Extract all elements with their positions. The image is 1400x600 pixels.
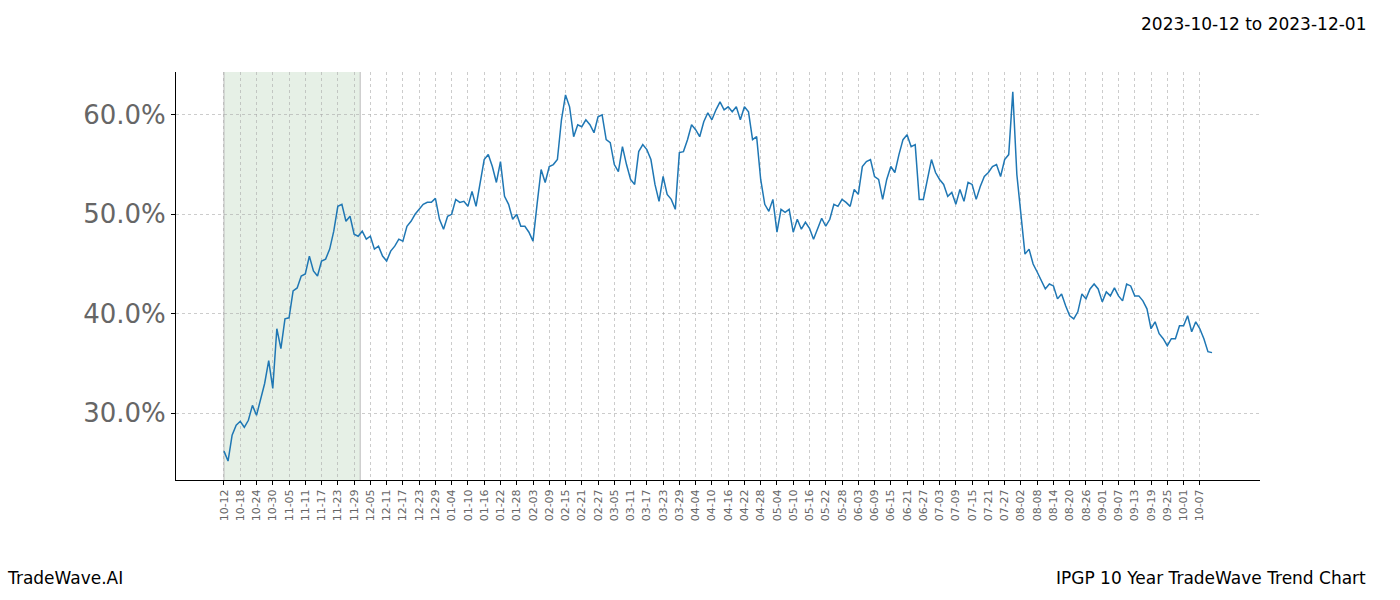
svg-text:07-03: 07-03 [933, 489, 946, 521]
svg-text:04-04: 04-04 [689, 489, 702, 521]
svg-text:12-17: 12-17 [396, 489, 409, 521]
svg-text:30.0%: 30.0% [83, 398, 166, 428]
svg-text:06-27: 06-27 [917, 489, 930, 521]
svg-text:TradeWave.AI: TradeWave.AI [7, 568, 123, 588]
svg-text:06-15: 06-15 [884, 489, 897, 521]
svg-text:02-21: 02-21 [575, 489, 588, 521]
svg-text:05-16: 05-16 [803, 489, 816, 521]
svg-text:09-01: 09-01 [1096, 489, 1109, 521]
svg-text:03-11: 03-11 [624, 489, 637, 521]
svg-text:01-10: 01-10 [462, 489, 475, 521]
svg-text:40.0%: 40.0% [83, 299, 166, 329]
svg-text:09-07: 09-07 [1112, 489, 1125, 521]
svg-text:50.0%: 50.0% [83, 199, 166, 229]
svg-text:04-28: 04-28 [754, 489, 767, 521]
svg-text:08-02: 08-02 [1014, 489, 1027, 521]
svg-text:04-22: 04-22 [738, 489, 751, 521]
svg-text:11-11: 11-11 [299, 489, 312, 521]
svg-text:03-05: 03-05 [608, 489, 621, 521]
svg-text:01-22: 01-22 [494, 489, 507, 521]
svg-text:09-19: 09-19 [1145, 489, 1158, 521]
svg-text:05-04: 05-04 [771, 489, 784, 521]
svg-text:02-15: 02-15 [559, 489, 572, 521]
svg-text:09-25: 09-25 [1161, 489, 1174, 521]
svg-text:03-17: 03-17 [640, 489, 653, 521]
svg-text:02-27: 02-27 [592, 489, 605, 521]
svg-text:05-22: 05-22 [819, 489, 832, 521]
svg-text:12-11: 12-11 [380, 489, 393, 521]
svg-text:03-23: 03-23 [657, 489, 670, 521]
svg-text:10-12: 10-12 [218, 489, 231, 521]
svg-text:01-16: 01-16 [478, 489, 491, 521]
svg-text:07-27: 07-27 [998, 489, 1011, 521]
svg-text:08-08: 08-08 [1031, 489, 1044, 521]
svg-text:2023-10-12 to 2023-12-01: 2023-10-12 to 2023-12-01 [1141, 14, 1366, 34]
svg-text:06-21: 06-21 [901, 489, 914, 521]
svg-text:11-17: 11-17 [315, 489, 328, 521]
svg-text:10-07: 10-07 [1193, 489, 1206, 521]
svg-text:01-28: 01-28 [510, 489, 523, 521]
svg-text:02-03: 02-03 [527, 489, 540, 521]
svg-text:10-30: 10-30 [266, 489, 279, 521]
svg-text:07-09: 07-09 [949, 489, 962, 521]
svg-text:04-16: 04-16 [722, 489, 735, 521]
svg-text:11-29: 11-29 [348, 489, 361, 521]
svg-text:11-05: 11-05 [283, 489, 296, 521]
svg-text:03-29: 03-29 [673, 489, 686, 521]
svg-text:05-10: 05-10 [787, 489, 800, 521]
svg-text:08-14: 08-14 [1047, 489, 1060, 521]
svg-text:IPGP 10 Year TradeWave Trend C: IPGP 10 Year TradeWave Trend Chart [1056, 568, 1366, 588]
svg-text:12-05: 12-05 [364, 489, 377, 521]
svg-text:12-23: 12-23 [413, 489, 426, 521]
svg-text:09-13: 09-13 [1128, 489, 1141, 521]
svg-text:01-04: 01-04 [445, 489, 458, 521]
svg-text:60.0%: 60.0% [83, 100, 166, 130]
svg-text:02-09: 02-09 [543, 489, 556, 521]
svg-text:11-23: 11-23 [331, 489, 344, 521]
svg-text:07-21: 07-21 [982, 489, 995, 521]
svg-text:10-18: 10-18 [234, 489, 247, 521]
svg-text:06-03: 06-03 [852, 489, 865, 521]
svg-text:12-29: 12-29 [429, 489, 442, 521]
svg-text:08-26: 08-26 [1080, 489, 1093, 521]
svg-text:10-01: 10-01 [1177, 489, 1190, 521]
svg-text:10-24: 10-24 [250, 489, 263, 521]
svg-text:06-09: 06-09 [868, 489, 881, 521]
svg-text:07-15: 07-15 [966, 489, 979, 521]
svg-text:05-28: 05-28 [836, 489, 849, 521]
svg-text:04-10: 04-10 [705, 489, 718, 521]
svg-text:08-20: 08-20 [1063, 489, 1076, 521]
